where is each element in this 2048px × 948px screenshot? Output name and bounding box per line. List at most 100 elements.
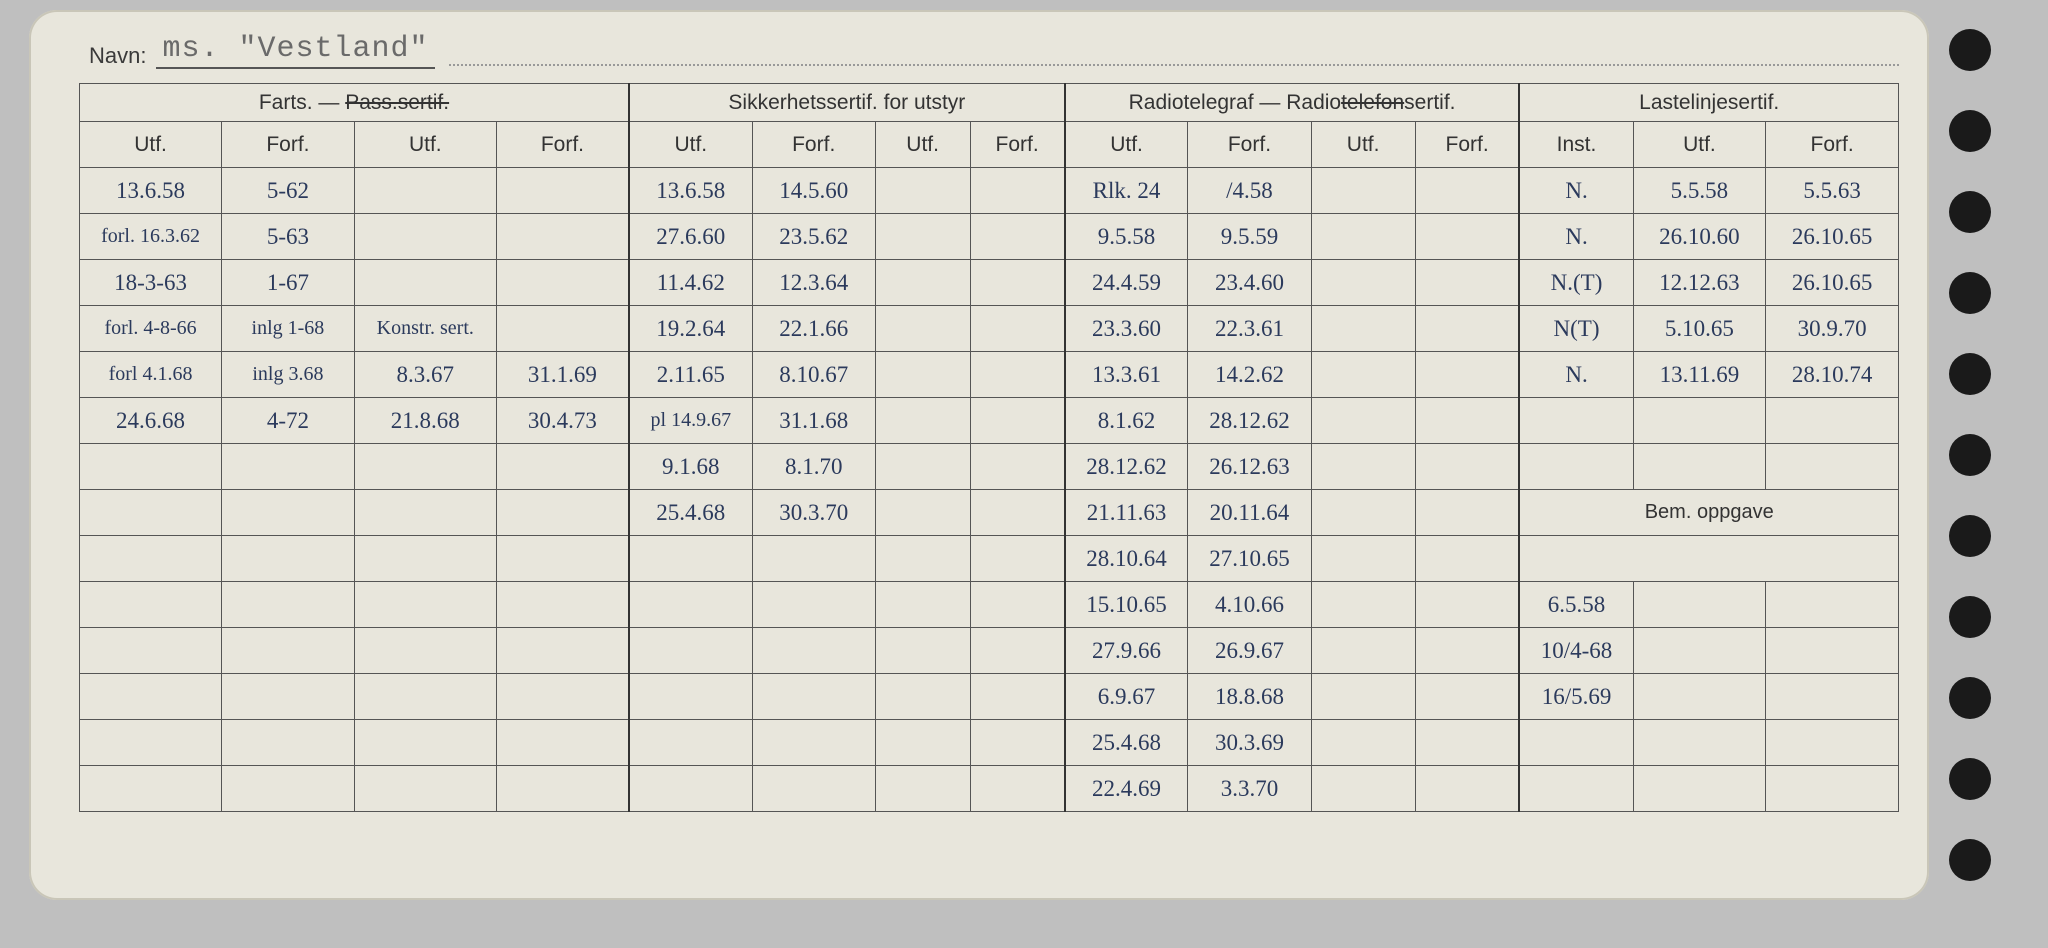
cell: [970, 260, 1065, 306]
cell: 25.4.68: [629, 490, 752, 536]
binder-holes: [1949, 10, 2019, 900]
cell: [80, 536, 222, 582]
cell: 13.11.69: [1633, 352, 1766, 398]
cell: 12.3.64: [752, 260, 875, 306]
cell: [1415, 674, 1519, 720]
cell: [354, 582, 496, 628]
cell: /4.58: [1188, 168, 1311, 214]
cell: N.(T): [1519, 260, 1633, 306]
cell: [875, 628, 970, 674]
cell: [1311, 536, 1415, 582]
cell: [1415, 766, 1519, 812]
cell: 8.3.67: [354, 352, 496, 398]
cell: 28.12.62: [1065, 444, 1188, 490]
cell: 18-3-63: [80, 260, 222, 306]
cell: forl. 16.3.62: [80, 214, 222, 260]
h-utf-7: Utf.: [1633, 122, 1766, 168]
cell: 13.6.58: [80, 168, 222, 214]
group-sikkerhet: Sikkerhetssertif. for utstyr: [629, 84, 1065, 122]
h-inst: Inst.: [1519, 122, 1633, 168]
cell: pl 14.9.67: [629, 398, 752, 444]
bem-cell: [1519, 536, 1898, 582]
cell: N.: [1519, 214, 1633, 260]
h-utf-5: Utf.: [1065, 122, 1188, 168]
cell: [496, 214, 629, 260]
h-forf-3: Forf.: [752, 122, 875, 168]
cell: 31.1.69: [496, 352, 629, 398]
index-card: Navn: ms. "Vestland" Farts. — Pass.serti…: [29, 10, 1929, 900]
cell: [1415, 628, 1519, 674]
cell: [752, 536, 875, 582]
cell: [496, 766, 629, 812]
cell: [1766, 398, 1899, 444]
cell: 31.1.68: [752, 398, 875, 444]
hole-icon: [1949, 758, 1991, 800]
bem-cell: [1633, 674, 1766, 720]
cell: [970, 674, 1065, 720]
cell: [1311, 720, 1415, 766]
cell: [354, 490, 496, 536]
cell: [1415, 260, 1519, 306]
cell: [875, 766, 970, 812]
cell: 19.2.64: [629, 306, 752, 352]
cell: [629, 536, 752, 582]
cell: 4-72: [222, 398, 355, 444]
cell: 3.3.70: [1188, 766, 1311, 812]
h-forf-2: Forf.: [496, 122, 629, 168]
cell: 30.3.69: [1188, 720, 1311, 766]
cell: 26.9.67: [1188, 628, 1311, 674]
table-row: 6.9.67 18.8.68 16/5.69: [80, 674, 1899, 720]
cell: [1415, 444, 1519, 490]
table-row: 22.4.69 3.3.70: [80, 766, 1899, 812]
hole-icon: [1949, 110, 1991, 152]
cell: 27.10.65: [1188, 536, 1311, 582]
hole-icon: [1949, 434, 1991, 476]
cell: [80, 674, 222, 720]
cell: [1519, 444, 1633, 490]
cell: Konstr. sert.: [354, 306, 496, 352]
hole-icon: [1949, 515, 1991, 557]
page: Navn: ms. "Vestland" Farts. — Pass.serti…: [29, 10, 2019, 900]
hole-icon: [1949, 29, 1991, 71]
cell: 5-62: [222, 168, 355, 214]
cell: 9.5.58: [1065, 214, 1188, 260]
cell: 21.11.63: [1065, 490, 1188, 536]
cell: [354, 628, 496, 674]
cell: [970, 306, 1065, 352]
cell: 20.11.64: [1188, 490, 1311, 536]
cell: [496, 582, 629, 628]
bem-cell: [1633, 720, 1766, 766]
cell: [970, 168, 1065, 214]
cell: [1415, 536, 1519, 582]
bem-cell: [1633, 582, 1766, 628]
table-row: forl. 4-8-66 inlg 1-68 Konstr. sert. 19.…: [80, 306, 1899, 352]
cell: 11.4.62: [629, 260, 752, 306]
cell: 13.3.61: [1065, 352, 1188, 398]
name-label: Navn:: [89, 43, 146, 69]
hole-icon: [1949, 677, 1991, 719]
table-row: forl. 16.3.62 5-63 27.6.60 23.5.62 9.5.5…: [80, 214, 1899, 260]
cell: [354, 536, 496, 582]
cell: 28.12.62: [1188, 398, 1311, 444]
hole-icon: [1949, 191, 1991, 233]
name-underline: [449, 64, 1899, 66]
cell: 28.10.74: [1766, 352, 1899, 398]
cell: [1415, 352, 1519, 398]
hole-icon: [1949, 353, 1991, 395]
cell: 30.3.70: [752, 490, 875, 536]
table-row: 25.4.68 30.3.69: [80, 720, 1899, 766]
table-row: 24.6.68 4-72 21.8.68 30.4.73 pl 14.9.67 …: [80, 398, 1899, 444]
certificate-table: Farts. — Pass.sertif. Sikkerhetssertif. …: [79, 83, 1899, 812]
cell: 21.8.68: [354, 398, 496, 444]
cell: [970, 536, 1065, 582]
cell: [80, 720, 222, 766]
group-farts: Farts. — Pass.sertif.: [80, 84, 629, 122]
table-body: 13.6.58 5-62 13.6.58 14.5.60 Rlk. 24 /4.…: [80, 168, 1899, 812]
cell: inlg 1-68: [222, 306, 355, 352]
cell: [970, 766, 1065, 812]
cell: [970, 490, 1065, 536]
cell: [970, 214, 1065, 260]
table-row: 9.1.68 8.1.70 28.12.62 26.12.63: [80, 444, 1899, 490]
cell: [1311, 260, 1415, 306]
cell: 13.6.58: [629, 168, 752, 214]
